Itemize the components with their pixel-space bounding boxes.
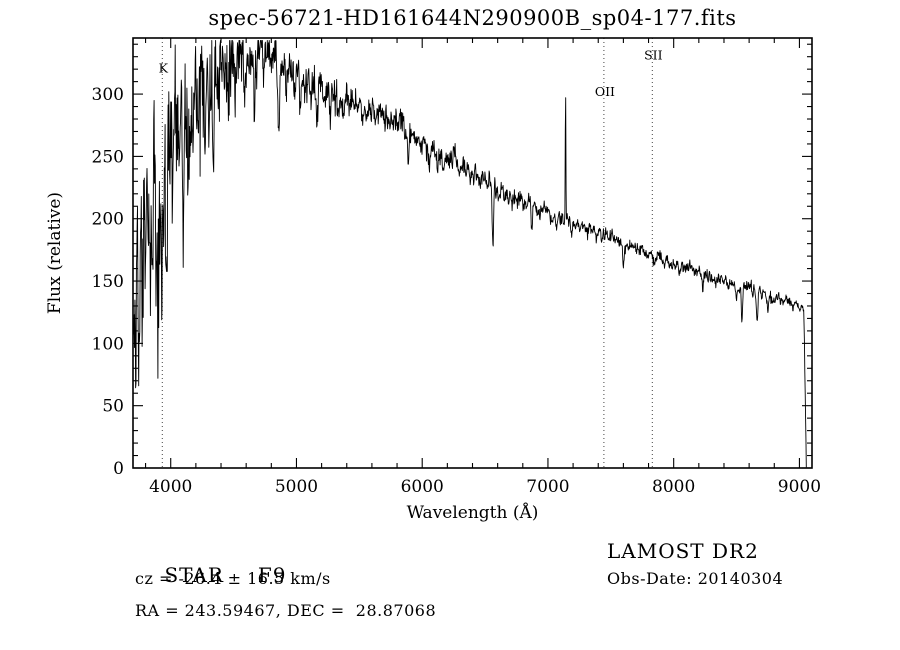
object-type-label: STAR (164, 563, 224, 587)
y-tick-label: 200 (92, 210, 124, 230)
object-classification: STAR F9 (135, 539, 287, 611)
y-tick-label: 250 (92, 147, 124, 167)
y-tick-label: 0 (113, 459, 124, 479)
obs-date-label: Obs-Date: 20140304 (607, 569, 784, 588)
ra-dec-value: RA = 243.59467, DEC = 28.87068 (135, 601, 437, 620)
spectrum-plot: K OII SII 4000 5000 6000 7000 8000 9000 0 50 100 150… (45, 37, 821, 523)
x-tick-label: 4000 (149, 477, 192, 497)
y-tick-label: 300 (92, 85, 124, 105)
survey-label: LAMOST DR2 (607, 539, 759, 563)
marked-line-label-oii: OII (595, 84, 615, 99)
marked-line-label-sii: SII (644, 48, 663, 63)
plot-title: spec-56721-HD161644N290900B_sp04-177.fit… (208, 6, 737, 30)
x-tick-label: 6000 (401, 477, 444, 497)
x-axis-title: Wavelength (Å) (407, 502, 539, 523)
marked-line-label-k: K (159, 60, 169, 75)
y-tick-label: 150 (92, 272, 124, 292)
y-tick-label: 100 (92, 334, 124, 354)
spectrum-path (132, 40, 807, 468)
cz-value: cz = -26.4 ± 16.5 km/s (135, 569, 331, 588)
x-tick-label: 9000 (778, 477, 821, 497)
y-axis-title: Flux (relative) (45, 192, 65, 314)
y-tick-label: 50 (102, 397, 124, 417)
x-tick-label: 5000 (275, 477, 318, 497)
object-subclass-label: F9 (257, 563, 287, 587)
x-tick-label: 7000 (526, 477, 569, 497)
x-tick-label: 8000 (652, 477, 695, 497)
